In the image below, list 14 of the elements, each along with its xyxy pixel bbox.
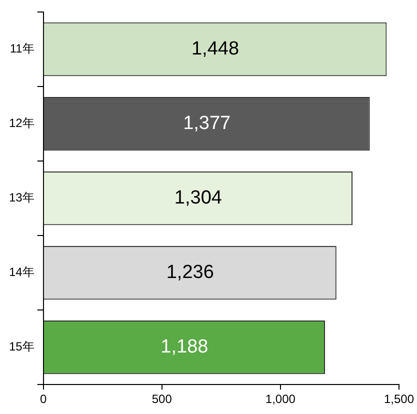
y-tick-label: 13年: [8, 190, 34, 205]
x-tick-label: 0: [40, 392, 48, 406]
x-tick-label: 1,000: [265, 392, 296, 406]
y-tick-label: 15年: [8, 340, 34, 354]
y-tick-label: 14年: [8, 265, 34, 280]
data-label: 1,377: [183, 113, 231, 134]
x-tick-label: 500: [152, 392, 172, 406]
data-label: 1,448: [191, 38, 240, 60]
x-tick-label: 1,500: [384, 392, 414, 406]
y-tick-label: 12年: [8, 116, 34, 130]
data-label: 1,236: [166, 262, 214, 284]
data-label: 1,304: [174, 188, 222, 209]
data-label: 1,188: [160, 336, 208, 358]
y-tick-label: 11年: [10, 42, 34, 56]
